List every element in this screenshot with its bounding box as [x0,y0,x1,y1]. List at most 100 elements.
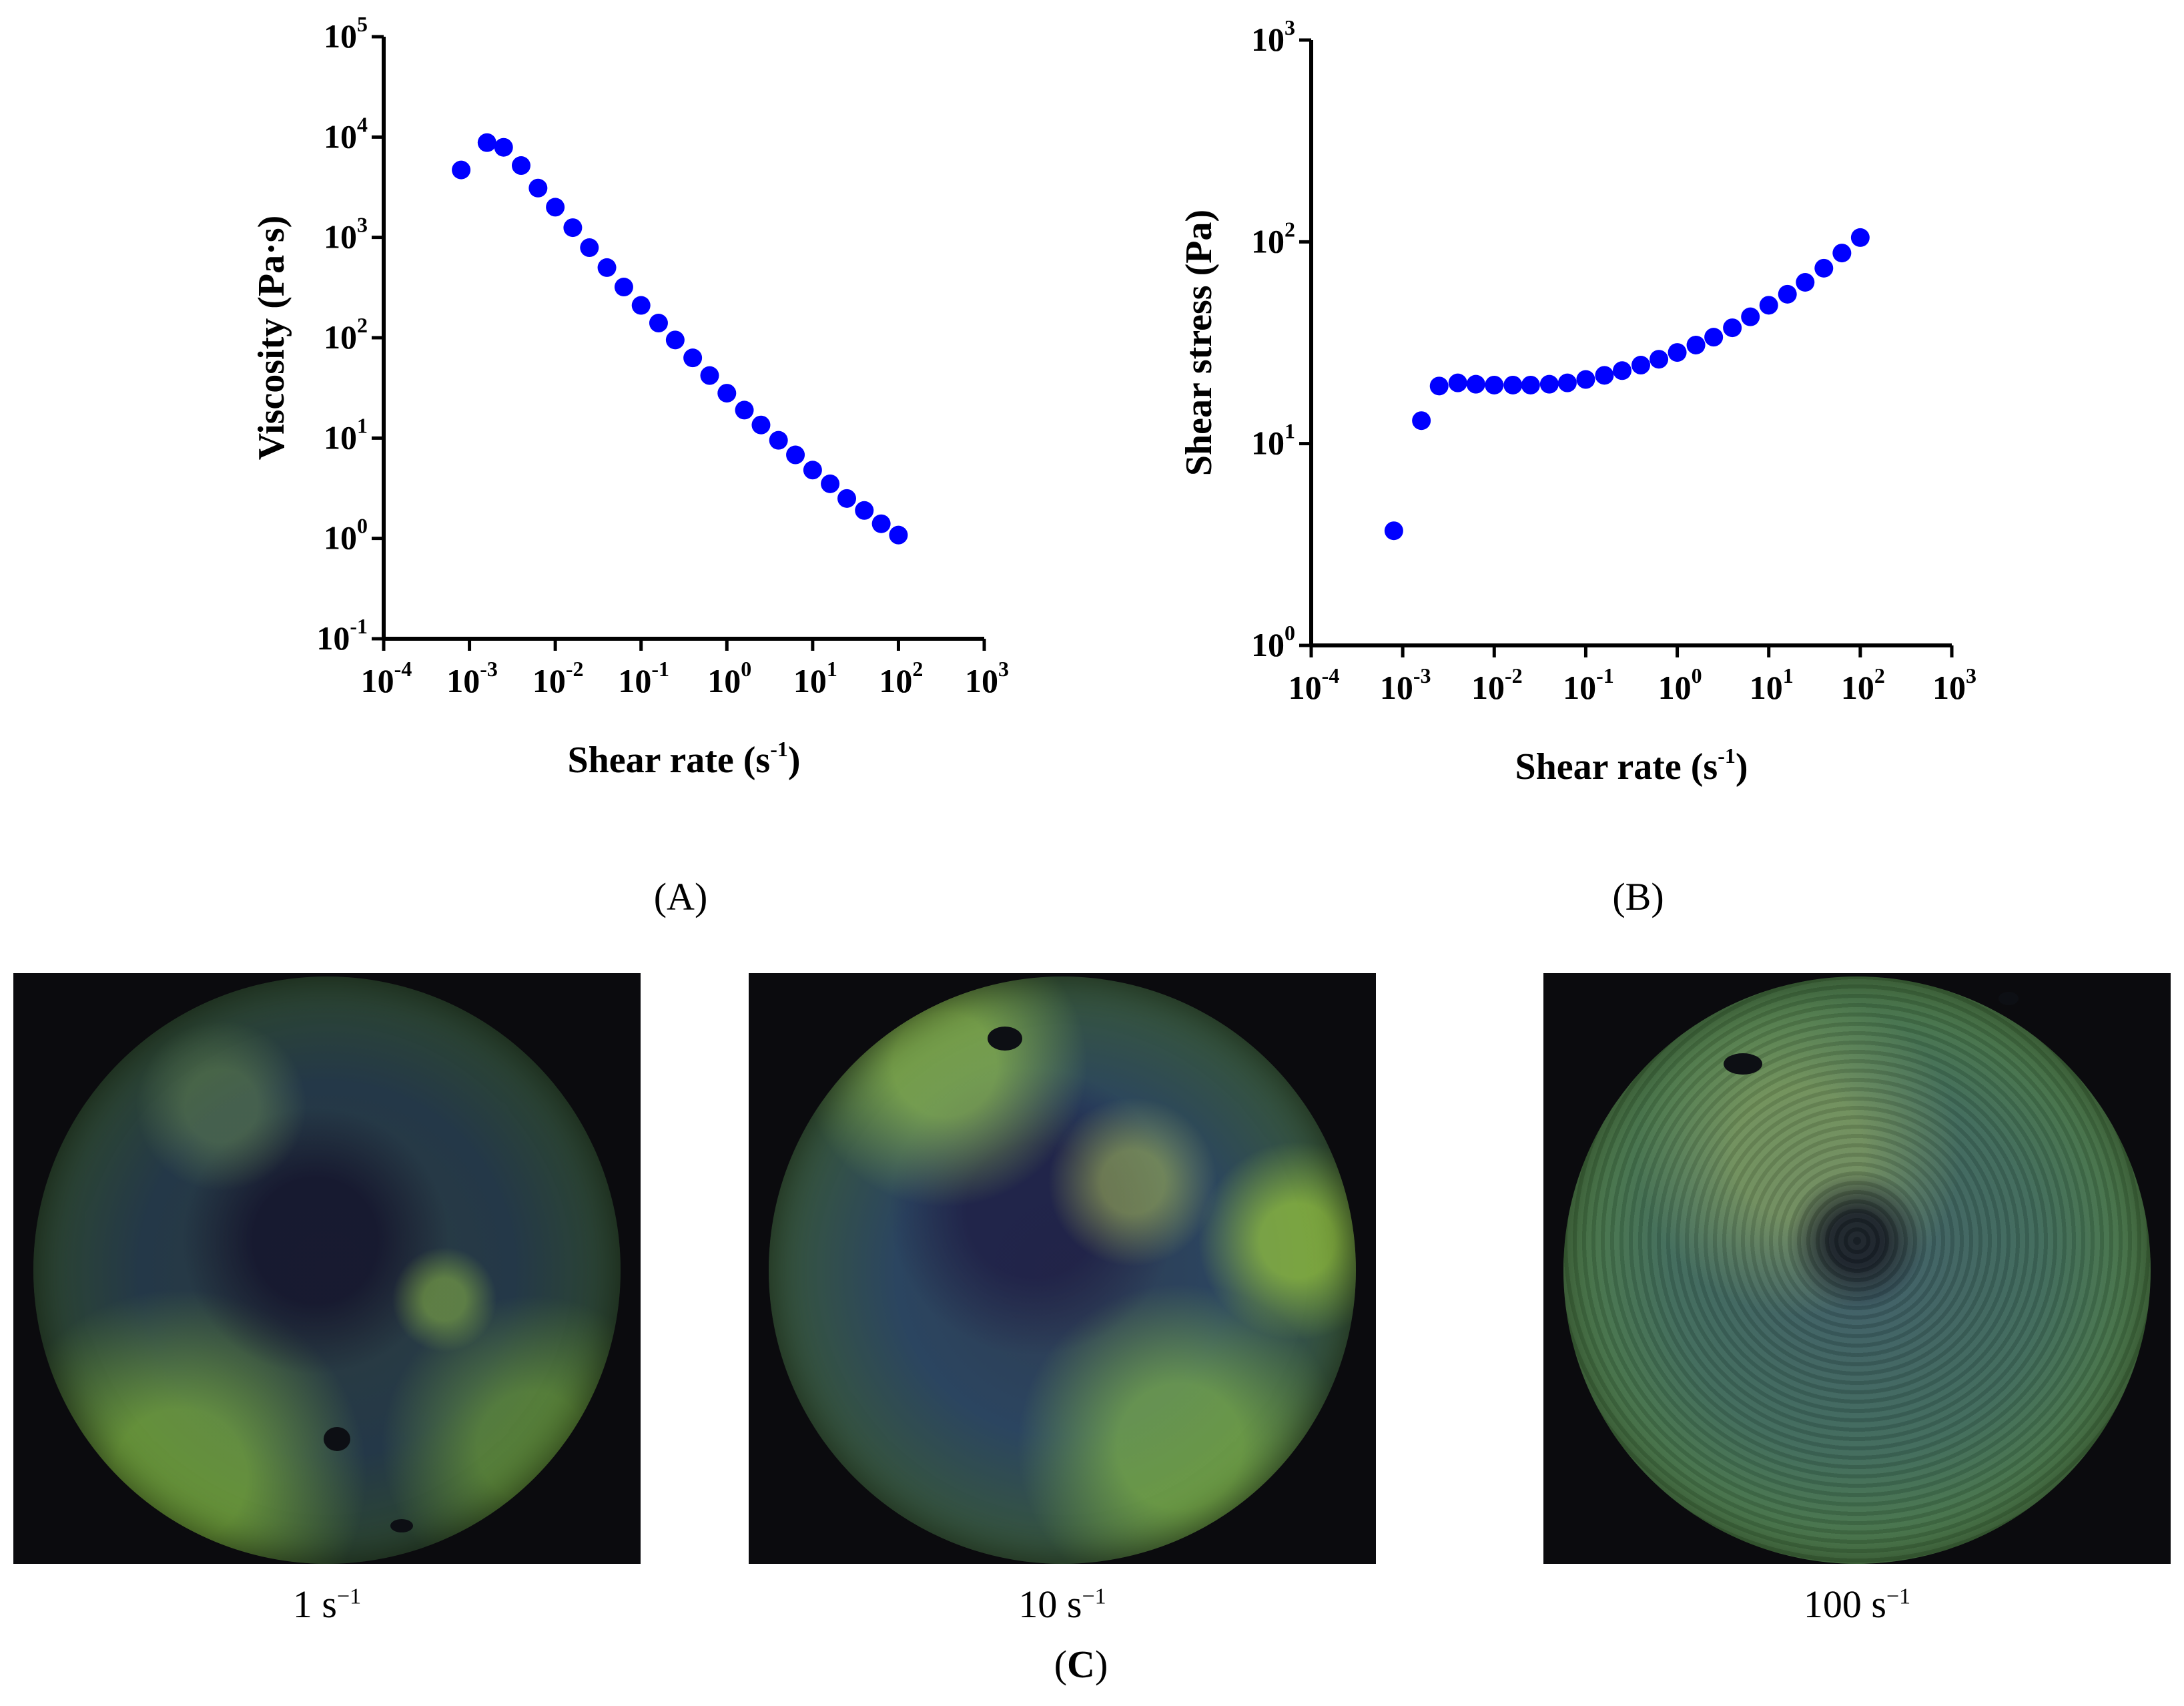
y-tick-label: 103 [324,213,368,256]
y-tick-label: 105 [324,12,368,55]
data-point [580,238,599,258]
caption-3-text: 100 s [1803,1583,1886,1626]
data-point [717,384,737,403]
micrograph-defect [324,1427,350,1451]
data-point [1429,376,1449,396]
x-tick-label: 103 [1932,663,1976,706]
data-point [1741,307,1760,326]
x-tick-label: 10-4 [361,657,412,699]
data-point [631,296,651,315]
y-tick-label: 100 [324,514,368,557]
panel-label-a: (A) [653,875,708,918]
data-point [1832,244,1852,263]
x-tick-label: 103 [965,657,1009,699]
data-point [1704,328,1724,347]
caption-1-text: 1 s [292,1583,337,1626]
data-point [1539,374,1559,394]
micrograph-2 [749,973,1376,1564]
y-tick-label: 102 [324,313,368,356]
micrograph-defect [1724,1053,1762,1075]
data-point [786,445,805,465]
data-point [821,474,840,493]
data-point [511,156,530,176]
y-tick-label: 102 [1251,217,1295,260]
data-point [751,415,771,435]
panel-label-c-open: ( [1054,1643,1068,1686]
x-tick-label: 10-2 [1471,663,1523,706]
data-point [1412,411,1431,431]
data-point [1650,350,1669,369]
data-point [614,278,633,297]
x-tick-label: 101 [1750,663,1794,706]
micrograph-defect [988,1027,1022,1051]
data-point [528,178,548,198]
data-point [1485,375,1504,394]
y-axis-title: Shear stress (Pa) [1178,210,1220,476]
data-point [452,160,471,180]
data-point [1595,366,1614,385]
caption-2-exp: −1 [1082,1584,1106,1609]
panel-label-b: (B) [1612,875,1664,918]
micrograph-disc [769,976,1356,1564]
x-tick-label: 101 [793,657,837,699]
x-tick-label: 10-1 [1563,663,1614,706]
data-point [1503,375,1523,394]
data-point [1759,296,1778,315]
data-point [563,218,583,238]
x-tick-label: 102 [1841,663,1885,706]
x-tick-label: 102 [879,657,923,699]
data-point [1448,373,1467,392]
data-point [1668,343,1687,362]
caption-2-text: 10 s [1018,1583,1082,1626]
panel-label-c-close: ) [1094,1643,1108,1686]
y-tick-label: 10-1 [316,614,368,657]
x-tick-label: 10-1 [618,657,669,699]
chart-a-viscosity: 10-1 100 101 102 103 104 105 10-4 10-3 10-2 10-1 10… [251,12,1009,781]
y-tick-label: 100 [1251,621,1295,663]
x-tick-label: 10-2 [532,657,584,699]
x-axis-title: Shear rate (s-1) [1515,744,1748,788]
data-point [1631,356,1650,375]
micrograph-3 [1543,973,2171,1564]
micrograph-defect [390,1519,413,1532]
data-point [1466,374,1485,394]
data-point [1778,284,1797,304]
data-point [1814,258,1834,278]
data-point [665,330,685,350]
micrograph-1 [13,973,641,1564]
data-point [1723,318,1742,338]
chart-b-shear-stress: 100 101 102 103 10-4 10-3 10-2 10-1 100 101 102 103… [1178,15,1976,788]
y-tick-label: 101 [324,413,368,456]
x-axis-title: Shear rate (s-1) [567,737,800,781]
data-point [1384,521,1403,541]
y-tick-label: 101 [1251,419,1295,462]
data-point [889,525,908,545]
data-point [477,133,496,152]
data-point [683,348,703,368]
data-point [1557,373,1577,392]
data-point [649,314,668,333]
y-axis-title: Viscosity (Pa·s) [251,216,292,461]
data-point [871,514,891,533]
data-point [597,258,617,277]
data-point [1850,228,1870,247]
data-point [700,366,719,385]
micrograph-disc [33,976,621,1564]
x-tick-label: 10-3 [1380,663,1431,706]
data-point [546,198,565,217]
data-point [1686,335,1706,354]
micrograph-defect [1998,992,2019,1005]
panel-label-c: (C) [1054,1642,1108,1687]
data-point [1521,375,1540,394]
x-tick-label: 10-4 [1289,663,1340,706]
data-point [1613,361,1632,380]
x-tick-label: 100 [1658,663,1702,706]
y-tick-label: 104 [324,112,368,155]
data-point [803,461,822,480]
micrograph-caption-2: 10 s−1 [1018,1582,1106,1627]
micrograph-caption-3: 100 s−1 [1804,1582,1910,1627]
micrograph-caption-1: 1 s−1 [293,1582,361,1627]
caption-3-exp: −1 [1886,1584,1911,1609]
micrograph-disc [1563,976,2151,1564]
